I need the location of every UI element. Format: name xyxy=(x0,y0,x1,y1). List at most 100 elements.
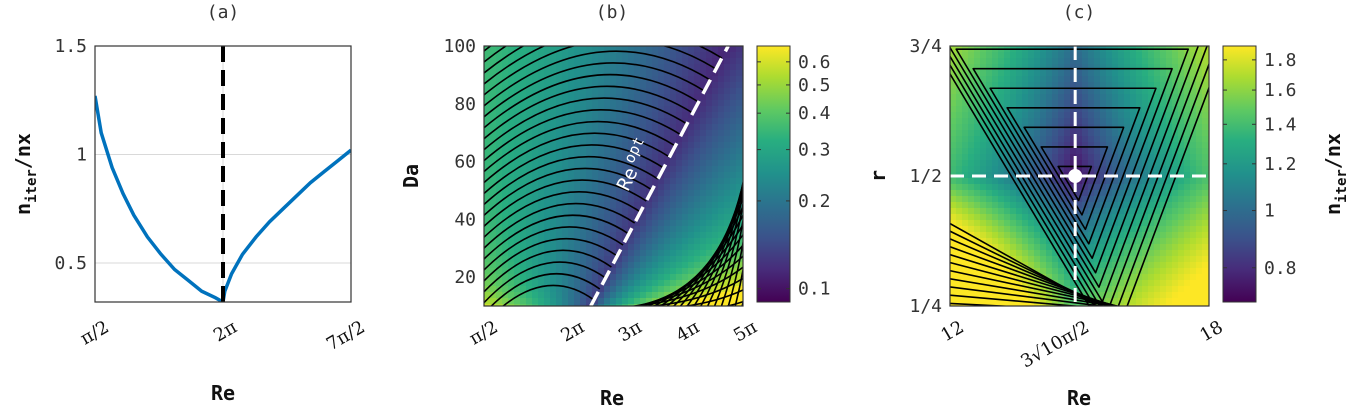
panel-a-y-tick-label: 0.5 xyxy=(54,253,87,274)
panel-b-colorbar-ticks: 0.1 0.2 0.3 0.4 0.50.6 xyxy=(757,52,831,300)
panel-b-contour-line xyxy=(484,191,641,239)
panel-c-colorbar-tick-label: 1.4 xyxy=(1264,114,1297,135)
panel-b-colorbar-tick-label: 0.2 xyxy=(798,191,831,212)
panel-c-x-label: Re xyxy=(1067,386,1091,410)
panel-b-contour-line xyxy=(741,297,743,306)
panel-c-contour-line xyxy=(1023,126,1125,231)
panel-b-x-tick-label: 2π xyxy=(557,317,588,347)
panel-c-colorbar-tick-label: 1.8 xyxy=(1264,50,1297,71)
panel-c-y-label: r xyxy=(866,170,890,182)
panel-c-y-ticks: 1/4 1/2 3/4 xyxy=(909,36,942,317)
panel-b-heatmap xyxy=(484,46,743,306)
panel-a-y-label-tail: /nx xyxy=(11,133,35,169)
panel-a-frame xyxy=(94,45,352,303)
panel-b-contour-line xyxy=(713,199,743,306)
panel-b-contour-line xyxy=(484,226,624,272)
panel-b-contour-line xyxy=(484,167,653,217)
panel-b-contour-line xyxy=(502,284,595,306)
panel-c-contour-line xyxy=(950,302,1016,306)
panel-c-colorbar-tick-label: 1 xyxy=(1264,201,1275,222)
panel-b-contour-line xyxy=(484,144,665,195)
panel-a-title: (a) xyxy=(207,2,240,23)
panel-c-contour-line xyxy=(950,62,1209,306)
panel-b-y-tick-label: 40 xyxy=(454,209,476,230)
panel-c-y-tick-label: 3/4 xyxy=(909,36,942,57)
panel-c-colorbar-label: niter/nx xyxy=(1321,133,1350,215)
panel-c-colorbar-tick-label: 1.2 xyxy=(1264,154,1297,175)
panel-b-contour-line xyxy=(484,73,700,129)
panel-c-x-tick-label: 3√10π/2 xyxy=(1017,317,1093,373)
panel-b-contour-line xyxy=(630,266,743,306)
panel-b-colorbar-tick-label: 0.3 xyxy=(798,140,831,161)
panel-a-y-tick-label: 1.5 xyxy=(54,36,87,57)
panel-a-y-label-main: n xyxy=(11,203,35,215)
panel-a: (a) 0.5 1 1.5 π/2 2π 7π/2 Re niter/nx xyxy=(11,2,369,405)
panel-c-contour-line xyxy=(950,261,1120,306)
panel-b-contour-line xyxy=(720,216,743,306)
panel-b-y-tick-label: 20 xyxy=(454,267,476,288)
panel-b-colorbar-tick-label: 0.1 xyxy=(798,279,831,300)
panel-c-contour-line xyxy=(950,46,1208,306)
panel-b-y-tick-label: 80 xyxy=(454,94,476,115)
panel-b-contour-line xyxy=(699,181,743,306)
panel-b-contour-line xyxy=(490,272,601,306)
panel-b-contour-line xyxy=(484,109,682,162)
panel-b-frame xyxy=(483,45,744,307)
panel-b-title: (b) xyxy=(596,2,629,23)
panel-b-colorbar-tick-label: 0.5 xyxy=(798,75,831,96)
panel-a-y-label-sub: iter xyxy=(24,169,40,203)
panel-b-x-tick-label: 3π xyxy=(615,317,646,347)
panel-b-contour-line xyxy=(484,179,647,228)
panel-b-x-tick-label: 5π xyxy=(730,317,761,347)
panel-a-y-ticks: 0.5 1 1.5 xyxy=(54,36,87,274)
panel-a-y-label: niter/nx xyxy=(11,133,40,215)
panel-b-contour-line xyxy=(484,261,607,304)
panel-c-colorbar-ticks: 0.8 1 1.2 1.4 1.6 1.8 xyxy=(1223,50,1297,279)
panel-b-contour-line xyxy=(484,85,694,140)
panel-b-y-label: Da xyxy=(399,164,423,188)
panel-a-y-tick-label: 1 xyxy=(76,144,87,165)
panel-b-x-tick-label: 4π xyxy=(672,317,703,347)
panel-b-contour-line xyxy=(484,50,711,107)
panel-c-contour-line xyxy=(950,269,1121,306)
panel-c-contour-line xyxy=(950,277,1117,306)
panel-c-y-tick-label: 1/2 xyxy=(909,166,942,187)
panel-b-contour-line xyxy=(484,237,618,283)
panel-b-contour-line xyxy=(686,180,743,306)
panel-c-x-tick-label: 12 xyxy=(937,317,967,347)
panel-c: (c) 1/4 1/2 3/4 12 3√10π/2 18 Re r 0.8 1 1.2 1.… xyxy=(866,2,1350,410)
panel-b-y-ticks: 20 40 60 80 100 xyxy=(443,36,476,288)
panel-b-colorbar-tick-label: 0.4 xyxy=(798,103,831,124)
panel-b-contour-line xyxy=(679,183,743,306)
panel-b-contour-line xyxy=(484,132,670,184)
panel-b-contour-line xyxy=(484,62,705,118)
panel-c-y-tick-label: 1/4 xyxy=(909,296,942,317)
panel-c-colorbar-tick-label: 0.8 xyxy=(1264,258,1297,279)
panel-b-contour-line xyxy=(734,265,743,306)
panel-a-x-tick-label: π/2 xyxy=(77,317,113,350)
panel-b-contour-line xyxy=(724,300,743,306)
panel-a-x-label: Re xyxy=(211,381,235,405)
panel-b-contour-line xyxy=(484,46,723,86)
panel-c-colorbar-label-tail: /nx xyxy=(1321,133,1345,169)
panel-b-y-tick-label: 60 xyxy=(454,152,476,173)
panel-b-contour-line xyxy=(706,187,743,306)
panel-c-colorbar-tick-label: 1.6 xyxy=(1264,80,1297,101)
panel-b-contour-line xyxy=(693,179,743,306)
panel-b-contour-line xyxy=(484,249,612,294)
panel-b-x-ticks: π/2 2π 3π 4π 5π xyxy=(466,317,761,350)
panel-b-contour-line xyxy=(484,46,729,75)
panel-a-x-ticks: π/2 2π 7π/2 xyxy=(77,317,369,356)
panel-c-optimum-marker xyxy=(1068,169,1083,183)
panel-b-contour-line xyxy=(727,238,743,306)
panel-a-x-tick-label: 2π xyxy=(210,317,241,347)
panel-b-colorbar-tick-label: 0.6 xyxy=(798,52,831,73)
panel-c-contour-line xyxy=(950,46,1200,303)
panel-c-heatmap xyxy=(950,46,1209,306)
panel-b-contour-line xyxy=(484,214,630,261)
panel-c-contour-line xyxy=(950,294,1083,306)
panel-c-contour-line xyxy=(950,72,1209,306)
panel-b-contour-line xyxy=(484,46,717,97)
panel-c-colorbar-label-main: n xyxy=(1321,203,1345,215)
